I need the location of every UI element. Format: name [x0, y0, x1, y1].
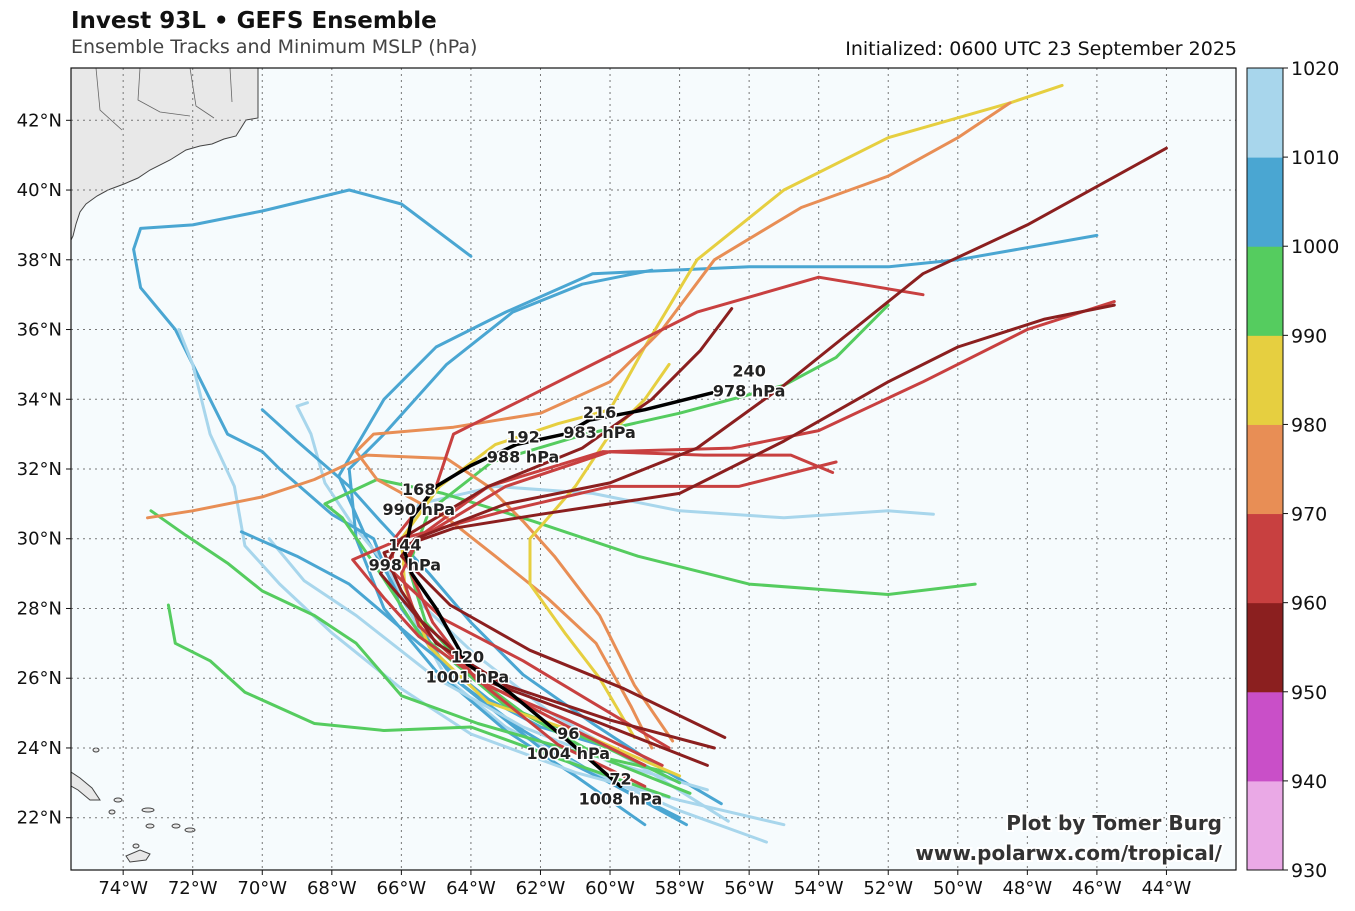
mean-mslp-label: 983 hPa: [563, 423, 635, 442]
init-time: Initialized: 0600 UTC 23 September 2025: [845, 38, 1237, 60]
y-tick-label: 26°N: [17, 668, 62, 689]
colorbar-label: 940: [1291, 771, 1327, 793]
x-tick-label: 68°W: [307, 878, 357, 899]
x-tick-label: 50°W: [933, 878, 983, 899]
x-tick-label: 72°W: [168, 878, 218, 899]
x-tick-label: 58°W: [655, 878, 705, 899]
colorbar-label: 960: [1291, 593, 1327, 615]
x-tick-label: 64°W: [446, 878, 496, 899]
y-tick-label: 36°N: [17, 320, 62, 341]
x-tick-label: 62°W: [516, 878, 566, 899]
ensemble-member-track: [399, 83, 1064, 778]
y-tick-label: 42°N: [17, 110, 62, 131]
colorbar-segment: [1247, 513, 1283, 604]
ensemble-member-track: [177, 328, 786, 827]
y-tick-label: 32°N: [17, 459, 62, 480]
ensemble-member-track: [146, 453, 675, 743]
axis-ticks: 74°W 72°W 70°W 68°W 66°W 64°W 62°W 60°W 58°W 56°W…: [17, 110, 1192, 899]
x-tick-label: 48°W: [1002, 878, 1052, 899]
ensemble-member-track: [132, 188, 688, 827]
x-tick-label: 70°W: [237, 878, 287, 899]
mean-mslp-label: 990 hPa: [383, 500, 455, 519]
ensemble-member-track: [295, 401, 768, 844]
colorbar-label: 980: [1291, 414, 1327, 436]
mean-hour-label: 96: [557, 724, 579, 743]
colorbar-segment: [1247, 602, 1283, 693]
land-layer: [71, 68, 259, 863]
state-borders: [95, 68, 233, 131]
mean-mslp-label: 978 hPa: [713, 381, 785, 400]
x-tick-label: 46°W: [1072, 878, 1122, 899]
mean-mslp-label: 1004 hPa: [527, 744, 611, 763]
mean-hour-label: 216: [583, 403, 616, 422]
chart-title: Invest 93L • GEFS Ensemble: [71, 8, 437, 34]
y-tick-label: 28°N: [17, 598, 62, 619]
colorbar-label: 950: [1291, 682, 1327, 704]
ensemble-member-track: [323, 478, 977, 785]
credit-line-1: Plot by Tomer Burg: [1006, 811, 1222, 835]
mean-mslp-label: 988 hPa: [487, 448, 559, 467]
mean-hour-label: 144: [388, 536, 421, 555]
colorbar-segment: [1247, 691, 1283, 782]
y-tick-label: 22°N: [17, 808, 62, 829]
ensemble-member-track: [347, 268, 654, 827]
mean-mslp-label: 998 hPa: [369, 556, 441, 575]
colorbar: 930 940 950 960 970 980 990 1000 1010 1020: [1246, 58, 1339, 882]
colorbar-label: 1010: [1291, 147, 1339, 169]
x-tick-label: 74°W: [98, 878, 148, 899]
colorbar-frame: [1246, 67, 1284, 871]
y-tick-label: 38°N: [17, 250, 62, 271]
y-tick-label: 24°N: [17, 738, 62, 759]
x-tick-label: 52°W: [863, 878, 913, 899]
ensemble-member-track: [399, 300, 1116, 788]
ensemble-member-track: [379, 307, 734, 767]
ensemble-member-track: [399, 146, 1168, 739]
colorbar-segment: [1247, 780, 1283, 871]
colorbar-label: 1020: [1291, 58, 1339, 80]
colorbar-label: 930: [1291, 860, 1327, 882]
chart-subtitle: Ensemble Tracks and Minimum MSLP (hPa): [71, 36, 478, 58]
ensemble-member-track: [149, 509, 671, 774]
ensemble-member-track: [166, 603, 671, 799]
colorbar-label: 990: [1291, 325, 1327, 347]
colorbar-label: 970: [1291, 504, 1327, 526]
colorbar-segment: [1247, 424, 1283, 515]
mean-hour-label: 240: [732, 361, 765, 380]
us-northeast-coast: [71, 68, 259, 241]
mean-hour-label: 72: [609, 769, 631, 788]
x-tick-label: 66°W: [377, 878, 427, 899]
colorbar-segment: [1247, 246, 1283, 336]
bahamas-islands: [92, 747, 196, 849]
mean-mslp-label: 1001 hPa: [426, 667, 510, 686]
ensemble-member-track: [382, 303, 1116, 750]
ensemble-member-track: [260, 408, 723, 806]
ensemble-member-track: [403, 450, 835, 767]
colorbar-segment: [1247, 335, 1283, 425]
x-tick-label: 56°W: [724, 878, 774, 899]
colorbar-segment: [1247, 157, 1283, 247]
x-tick-label: 44°W: [1142, 878, 1192, 899]
ensemble-tracks: [132, 83, 1168, 844]
mean-hour-label: 192: [506, 428, 539, 447]
ensemble-member-track: [354, 101, 1012, 750]
y-tick-label: 34°N: [17, 389, 62, 410]
colorbar-segment: [1247, 68, 1283, 158]
colorbar-label: 1000: [1291, 236, 1339, 258]
x-tick-label: 60°W: [585, 878, 635, 899]
ensemble-mean-track: [403, 390, 717, 789]
mean-hour-label: 168: [402, 480, 435, 499]
mean-track: [403, 390, 717, 789]
credit-line-2: www.polarwx.com/tropical/: [915, 841, 1222, 865]
y-tick-label: 30°N: [17, 529, 62, 550]
mean-hour-label: 120: [451, 647, 484, 666]
cuba-island: [71, 771, 101, 801]
y-tick-label: 40°N: [17, 180, 62, 201]
hispaniola-island: [125, 849, 151, 863]
grid-lines: [71, 68, 1236, 870]
mean-mslp-label: 1008 hPa: [579, 789, 663, 808]
x-tick-label: 54°W: [794, 878, 844, 899]
